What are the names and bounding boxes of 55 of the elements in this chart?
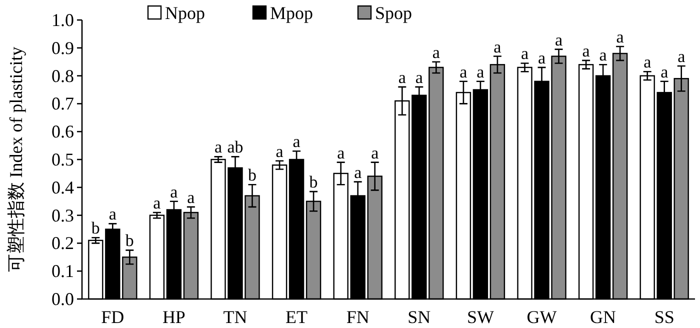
x-tick-label: GW: [526, 307, 557, 327]
data-label: a: [554, 30, 563, 50]
x-tick-label: FN: [346, 307, 370, 327]
x-tick-label: FD: [101, 307, 124, 327]
x-tick-label: HP: [162, 307, 186, 327]
y-tick-label: 0.6: [52, 122, 74, 142]
y-tick-label: 1.0: [52, 10, 74, 30]
data-label: a: [108, 204, 117, 224]
data-label: a: [599, 46, 608, 65]
x-tick-label: ET: [286, 307, 308, 327]
y-tick-label: 0.7: [52, 94, 74, 114]
data-label: a: [337, 143, 346, 162]
data-label: a: [398, 68, 406, 87]
data-label: a: [214, 138, 222, 157]
data-label: a: [170, 182, 178, 202]
data-label: b: [309, 172, 318, 192]
data-label: a: [292, 132, 301, 152]
data-label: a: [187, 188, 196, 207]
x-tick-label: SN: [408, 307, 431, 327]
y-axis-title: 可塑性指数 Index of plasticity: [6, 46, 26, 272]
y-tick-label: 0.5: [52, 150, 74, 170]
data-label: a: [432, 42, 440, 62]
data-label: b: [248, 166, 256, 185]
data-label: a: [678, 47, 686, 66]
y-tick-label: 0.4: [52, 177, 74, 198]
y-tick-label: 0.8: [52, 66, 74, 86]
data-label: a: [582, 41, 590, 60]
data-label: a: [153, 194, 162, 213]
y-tick-label: 0.3: [52, 205, 74, 226]
data-label: a: [538, 48, 546, 68]
data-label: ab: [227, 138, 244, 157]
data-label: a: [276, 142, 284, 161]
legend-label: Mpop: [270, 3, 314, 23]
data-label: a: [371, 143, 380, 162]
data-label: a: [616, 28, 624, 47]
data-label: a: [660, 62, 669, 82]
data-label: a: [354, 162, 362, 182]
y-tick-label: 0.9: [52, 38, 74, 58]
y-tick-label: 0.2: [52, 233, 74, 254]
data-label: a: [460, 62, 468, 82]
data-label: b: [91, 218, 100, 238]
x-tick-label: SW: [466, 307, 494, 327]
data-label: a: [494, 37, 502, 56]
data-label: a: [644, 52, 652, 72]
data-label: b: [125, 231, 134, 250]
y-tick-label: 0.0: [52, 289, 74, 309]
x-tick-label: GN: [590, 307, 616, 327]
legend-label: Npop: [165, 3, 205, 23]
data-label: a: [520, 44, 529, 64]
y-tick-label: 0.1: [52, 261, 74, 282]
legend-label: Spop: [375, 3, 412, 23]
x-tick-label: SS: [654, 307, 674, 327]
data-label: a: [415, 68, 424, 87]
data-label: a: [476, 62, 485, 82]
x-tick-label: TN: [223, 307, 248, 327]
